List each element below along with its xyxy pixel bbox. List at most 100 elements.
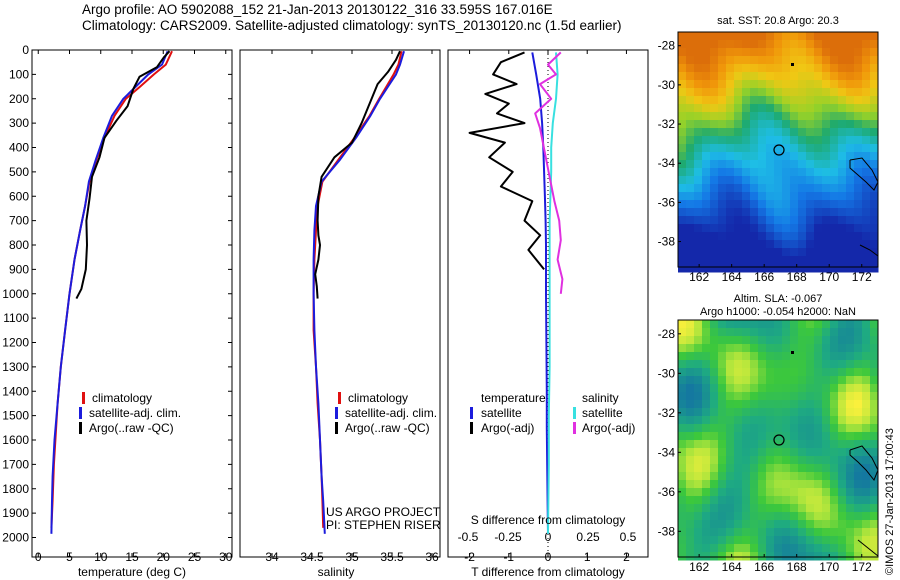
map-cell [774, 200, 783, 209]
map-cell [718, 216, 727, 225]
map-cell [814, 464, 823, 473]
map-cell [766, 104, 775, 113]
coastline-path [849, 157, 879, 191]
map-cell [742, 160, 751, 169]
map-cell [742, 104, 751, 113]
map-cell [758, 120, 767, 129]
map-cell [846, 144, 855, 153]
map-cell [758, 360, 767, 369]
legend-swatch-temp-satellite [470, 407, 473, 419]
map-cell [702, 392, 711, 401]
map-cell [838, 136, 847, 145]
map-cell [806, 536, 815, 545]
map-cell [854, 128, 863, 137]
map-cell [846, 192, 855, 201]
map-cell [678, 88, 687, 97]
map-cell [750, 80, 759, 89]
map-cell [822, 72, 831, 81]
map-cell [854, 216, 863, 225]
map-cell [798, 160, 807, 169]
depth-tick-label: 2000 [2, 531, 29, 545]
map-cell [822, 344, 831, 353]
map-cell [758, 200, 767, 209]
map-cell [702, 416, 711, 425]
map-cell [814, 328, 823, 337]
map-cell [694, 176, 703, 185]
map-cell [678, 232, 687, 241]
map-cell [838, 256, 847, 265]
map-cell [726, 368, 735, 377]
map-cell [870, 528, 879, 537]
map-cell [806, 264, 815, 273]
map-cell [742, 144, 751, 153]
map-cell [774, 504, 783, 513]
map-cell [718, 344, 727, 353]
map-cell [798, 416, 807, 425]
map-cell [774, 168, 783, 177]
map-cell [766, 472, 775, 481]
map-cell [846, 176, 855, 185]
map-cell [870, 112, 879, 121]
map-cell [694, 480, 703, 489]
map-cell [710, 544, 719, 553]
map-cell [702, 224, 711, 233]
map-cell [870, 208, 879, 217]
map-cell [838, 104, 847, 113]
map-cell [822, 544, 831, 553]
map-cell [862, 128, 871, 137]
map-cell [830, 376, 839, 385]
map-cell [750, 56, 759, 65]
map-cell [742, 488, 751, 497]
map-cell [846, 456, 855, 465]
map-cell [830, 88, 839, 97]
map-cell [678, 144, 687, 153]
map-cell [694, 192, 703, 201]
map-cell [726, 216, 735, 225]
map-cell [726, 464, 735, 473]
map-cell [742, 352, 751, 361]
map-cell [750, 40, 759, 49]
map-cell [774, 512, 783, 521]
map-x-tick-label: 162 [689, 270, 709, 284]
map-cell [838, 344, 847, 353]
map-cell [806, 360, 815, 369]
map-cell [806, 344, 815, 353]
map-cell [830, 96, 839, 105]
map-cell [766, 80, 775, 89]
map-cell [758, 152, 767, 161]
map-cell [838, 456, 847, 465]
map-cell [854, 80, 863, 89]
map-cell [726, 184, 735, 193]
map-cell [814, 400, 823, 409]
map-cell [782, 32, 791, 41]
map-cell [814, 480, 823, 489]
map-cell [750, 232, 759, 241]
map-cell [686, 448, 695, 457]
map-cell [814, 448, 823, 457]
map-cell [862, 360, 871, 369]
map-cell [718, 440, 727, 449]
map-cell [678, 80, 687, 89]
map-cell [678, 384, 687, 393]
map-cell [870, 336, 879, 345]
map-cell [870, 440, 879, 449]
map-cell [862, 80, 871, 89]
map-cell [782, 184, 791, 193]
map-cell [814, 544, 823, 553]
map-cell [838, 176, 847, 185]
map-y-tick-label: -38 [658, 235, 676, 249]
map-cell [694, 488, 703, 497]
map-cell [854, 472, 863, 481]
map-cell [694, 144, 703, 153]
map-cell [742, 464, 751, 473]
map-cell [798, 104, 807, 113]
map-cell [734, 136, 743, 145]
map-cell [806, 248, 815, 257]
map-cell [678, 160, 687, 169]
map-cell [726, 192, 735, 201]
map-cell [758, 408, 767, 417]
map-cell [838, 48, 847, 57]
map-cell [710, 176, 719, 185]
map-cell [686, 496, 695, 505]
map-cell [726, 264, 735, 273]
